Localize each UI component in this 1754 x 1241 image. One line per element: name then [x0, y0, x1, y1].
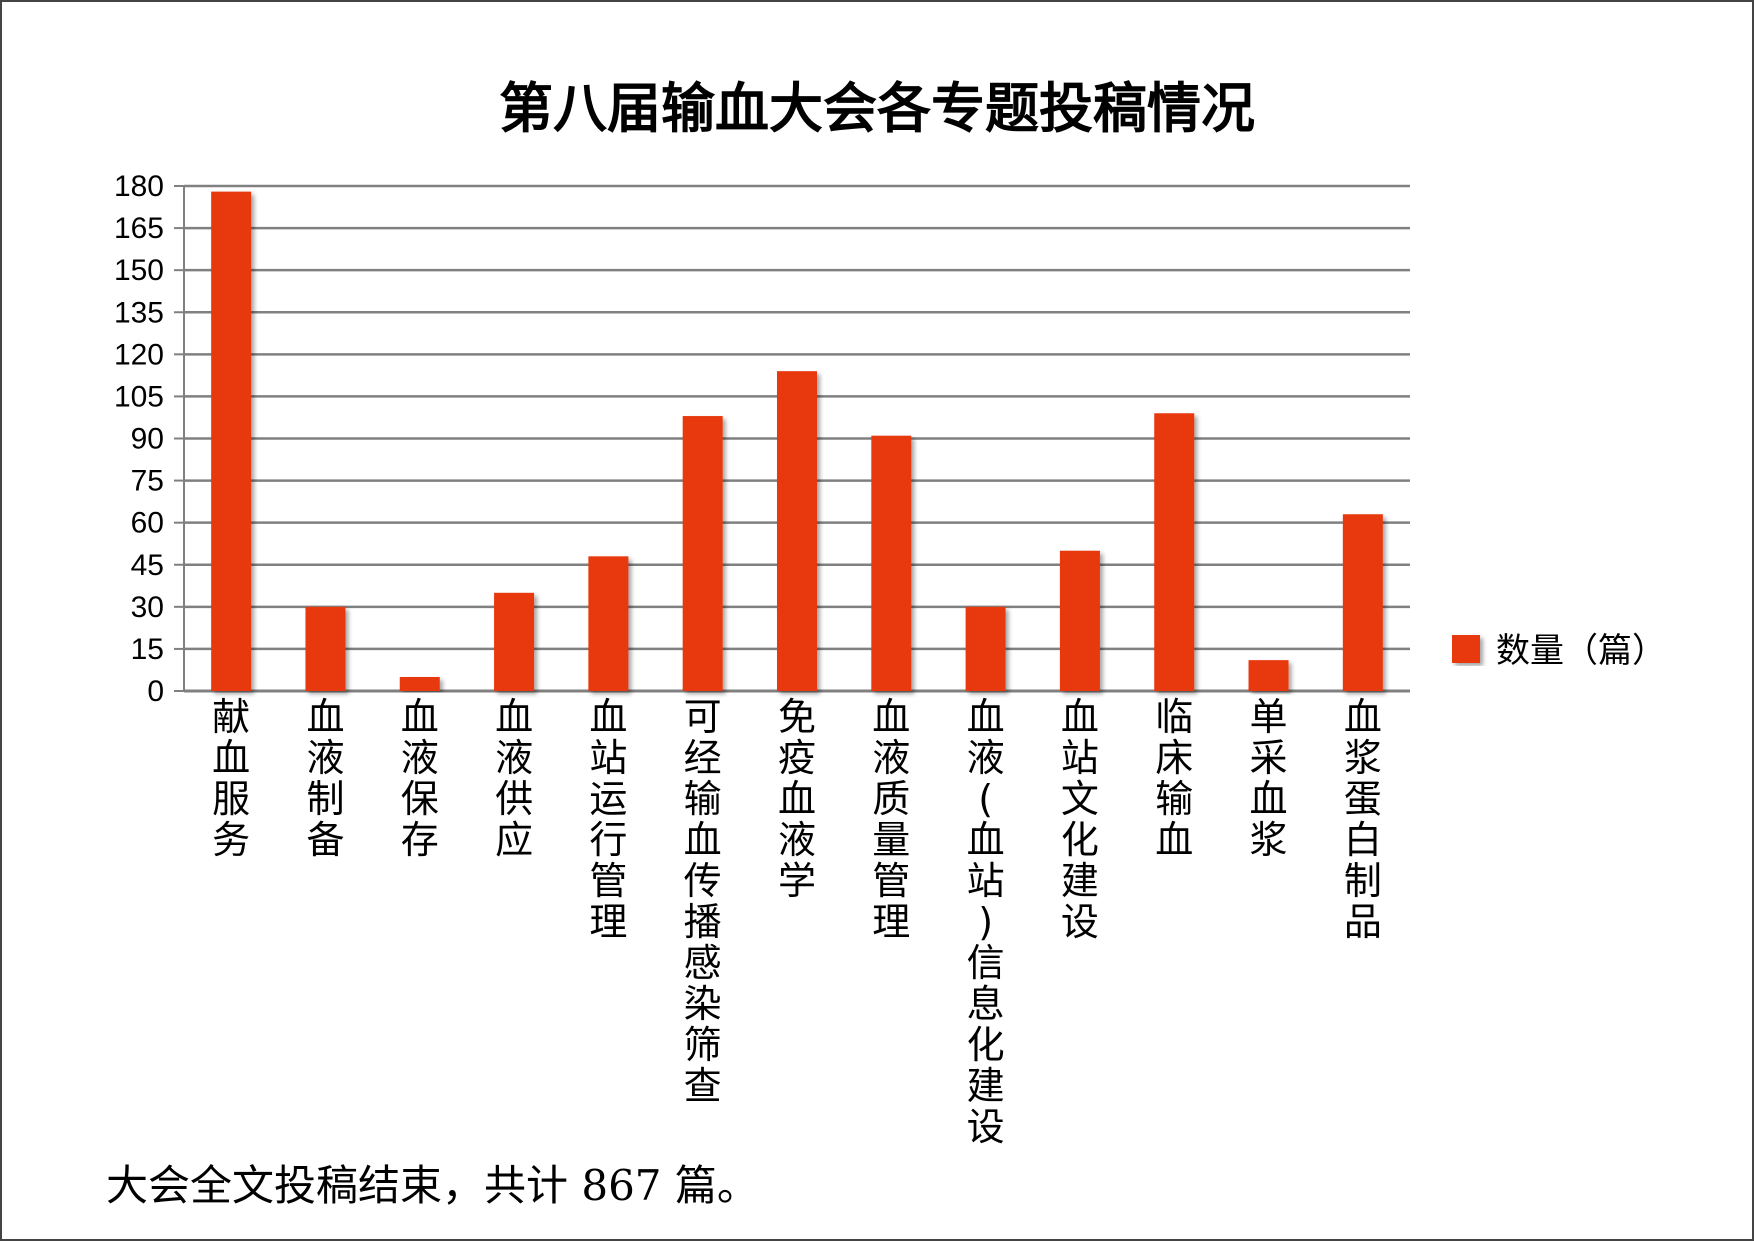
- y-tick-label: 105: [114, 380, 164, 413]
- x-category-label: 单采血浆: [1250, 695, 1288, 862]
- bar-9: [1059, 550, 1100, 691]
- x-category-label: 血液制备: [306, 695, 344, 862]
- legend: 数量（篇）: [1452, 631, 1666, 671]
- y-tick-label: 75: [131, 465, 164, 498]
- y-tick-label: 15: [131, 633, 164, 666]
- y-tick-label: 0: [147, 675, 164, 708]
- bar-11: [1248, 660, 1289, 691]
- legend-swatch: [1452, 635, 1480, 663]
- x-category-label: 血液保存: [401, 695, 439, 862]
- x-category-label: 可经输血传播感染筛查: [684, 695, 722, 1108]
- bar-5: [682, 416, 723, 691]
- bar-10: [1154, 413, 1195, 691]
- y-tick-label: 90: [131, 423, 164, 456]
- x-category-label: 血液(血站)信息化建设: [967, 695, 1005, 1149]
- bar-1: [305, 606, 346, 691]
- y-tick-label: 120: [114, 338, 164, 371]
- y-tick-label: 135: [114, 296, 164, 329]
- y-tick-label: 180: [114, 170, 164, 203]
- x-category-label: 血站文化建设: [1061, 695, 1099, 944]
- x-category-label: 血站运行管理: [589, 695, 627, 944]
- x-category-label: 血液质量管理: [872, 695, 910, 944]
- bar-7: [871, 435, 912, 691]
- x-category-label: 血浆蛋白制品: [1344, 695, 1382, 944]
- bar-0: [211, 191, 252, 691]
- chart-title: 第八届输血大会各专题投稿情况: [499, 76, 1255, 140]
- bar-3: [494, 592, 535, 691]
- bars: [211, 191, 1383, 691]
- bar-8: [965, 606, 1006, 691]
- bar-4: [588, 556, 629, 691]
- bar-12: [1342, 514, 1383, 691]
- x-category-label: 临床输血: [1155, 695, 1193, 862]
- footnote: 大会全文投稿结束，共计 867 篇。: [106, 1161, 759, 1210]
- x-category-label: 免疫血液学: [778, 695, 816, 903]
- y-tick-label: 45: [131, 549, 164, 582]
- y-tick-label: 30: [131, 591, 164, 624]
- x-category-label: 献血服务: [212, 695, 250, 862]
- x-category-label: 血液供应: [495, 695, 533, 862]
- y-tick-label: 165: [114, 212, 164, 245]
- y-tick-label: 60: [131, 507, 164, 540]
- bar-6: [777, 371, 817, 691]
- legend-label: 数量（篇）: [1496, 631, 1666, 671]
- category-labels: 献血服务 血液制备 血液保存 血液供应 血站运行管理 可经输血传播感染筛查 免疫血液学 血液质…: [212, 695, 1382, 1149]
- y-tick-label: 150: [114, 254, 164, 287]
- bar-2: [399, 676, 440, 691]
